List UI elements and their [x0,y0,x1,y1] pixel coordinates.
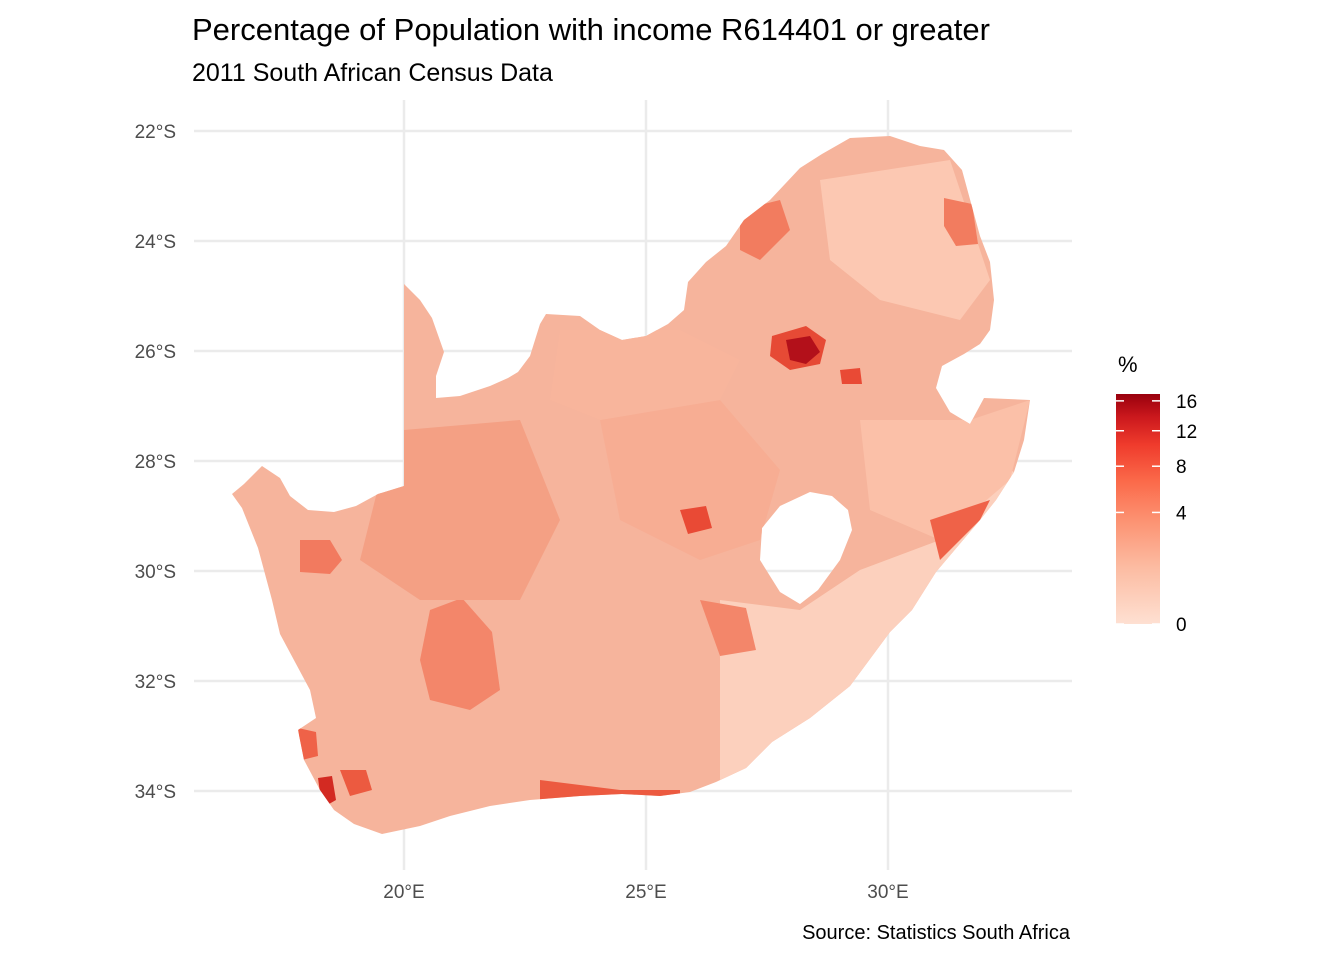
y-tick-label: 22°S [135,122,176,143]
legend-tick-label: 16 [1176,392,1197,413]
y-tick-label: 30°S [135,562,176,583]
region-lowveld [944,198,978,246]
y-tick-label: 24°S [135,232,176,253]
region-saldanha [298,728,318,760]
region-eastern-cape-light [720,470,1030,790]
x-tick-label: 25°E [625,882,666,903]
y-tick-label: 34°S [135,782,176,803]
legend-tick-label: 4 [1176,503,1187,524]
legend-colorbar [1116,394,1160,624]
x-axis-labels: 20°E 25°E 30°E [383,882,908,903]
region-stellenbosch [340,770,372,796]
region-durban-coast [930,500,990,560]
map-title: Percentage of Population with income R61… [192,12,990,47]
region-kzn [860,400,1030,540]
y-axis-labels: 22°S 24°S 26°S 28°S 30°S 32°S 34°S [135,122,176,803]
legend-tick-label: 0 [1176,615,1187,636]
region-namakwa [300,540,342,574]
legend-title: % [1118,352,1138,377]
region-bloemfontein [680,506,712,534]
region-great-karoo [420,598,500,710]
legend-tick-label: 12 [1176,422,1197,443]
region-east-rand [840,368,862,384]
source-caption: Source: Statistics South Africa [802,922,1070,944]
legend-ticks: 16 12 8 4 0 [1116,392,1197,636]
region-northern-cape [360,420,560,600]
y-tick-label: 26°S [135,342,176,363]
map-subtitle: 2011 South African Census Data [192,59,553,87]
region-johannesburg [786,336,820,364]
y-tick-label: 32°S [135,672,176,693]
municipality-regions [298,160,1030,808]
x-tick-label: 30°E [867,882,908,903]
south-africa-landmass [232,136,1030,834]
x-tick-label: 20°E [383,882,424,903]
region-nelson-mandela-bay [700,600,756,656]
region-waterberg [740,200,790,260]
y-tick-label: 28°S [135,452,176,473]
region-free-state [600,400,780,560]
legend-tick-label: 8 [1176,457,1187,478]
color-legend: 16 12 8 4 0 [1116,392,1197,636]
region-north-west [550,330,740,420]
